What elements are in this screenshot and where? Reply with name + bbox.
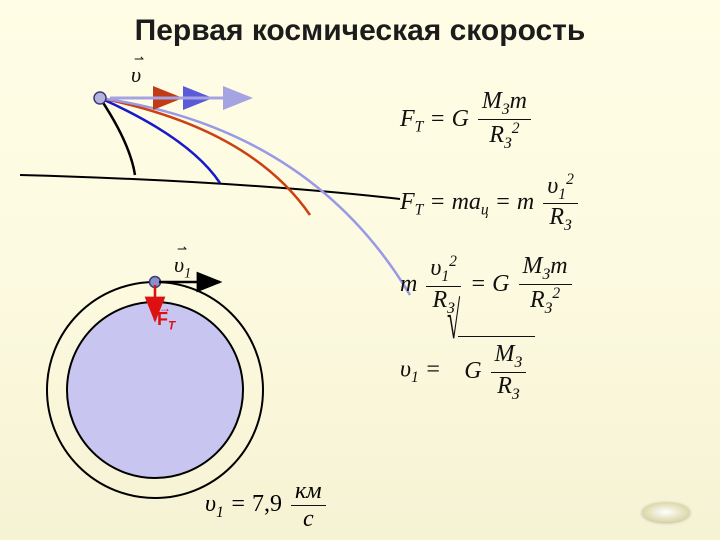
formulas-block: FT = G MЗm RЗ2 FT = maц = m υ12 RЗ m υ12… (400, 70, 680, 423)
formula-1: FT = G MЗm RЗ2 (400, 88, 680, 153)
ft-label: → FТ (157, 309, 175, 333)
formula-4: υ1 = √ G MЗ RЗ (400, 336, 680, 406)
page-title: Первая космическая скорость (0, 14, 720, 48)
formula-3: m υ12 RЗ = G MЗm RЗ2 (400, 253, 680, 318)
v-lower-sub: 1 (184, 265, 191, 281)
pager-button[interactable] (642, 502, 690, 522)
v-upper-label: ⇀ υ (131, 62, 141, 88)
formula-2: FT = maц = m υ12 RЗ (400, 171, 680, 236)
formula-5: υ1 = 7,9 км с (205, 478, 329, 533)
v-lower-label: ⇀ υ1 (174, 252, 191, 282)
ft-sub: Т (168, 320, 175, 333)
